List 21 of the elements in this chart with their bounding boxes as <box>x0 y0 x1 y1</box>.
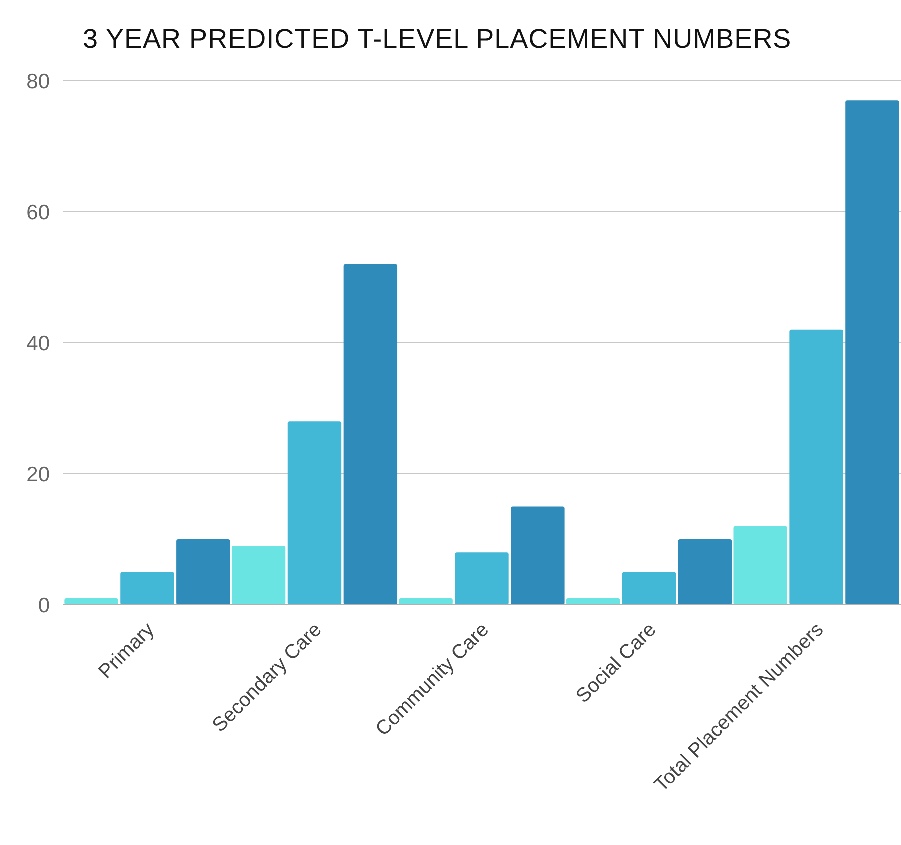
bar <box>566 598 620 605</box>
bar <box>64 598 118 605</box>
bar <box>399 598 453 605</box>
bar <box>511 506 565 605</box>
bar <box>288 422 342 605</box>
bar <box>232 546 286 605</box>
y-tick-label: 40 <box>26 332 50 356</box>
bar <box>120 572 174 605</box>
bar <box>455 552 509 605</box>
bar <box>344 264 398 605</box>
bar <box>790 330 844 605</box>
bar <box>678 540 732 605</box>
chart-title: 3 YEAR PREDICTED T-LEVEL PLACEMENT NUMBERS <box>83 24 792 54</box>
bar <box>622 572 676 605</box>
y-tick-label: 0 <box>38 594 50 618</box>
y-tick-label: 20 <box>26 463 50 486</box>
bar <box>846 100 900 605</box>
y-tick-label: 80 <box>26 70 50 94</box>
bar <box>734 526 788 605</box>
bar <box>176 540 230 605</box>
y-tick-label: 60 <box>26 201 50 224</box>
